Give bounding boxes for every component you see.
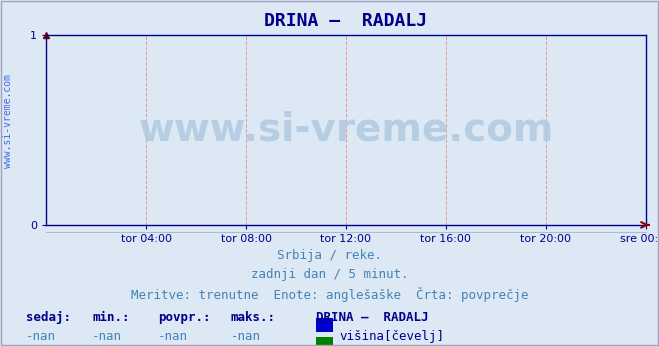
Text: maks.:: maks.: <box>231 311 275 325</box>
Text: zadnji dan / 5 minut.: zadnji dan / 5 minut. <box>251 268 408 281</box>
Text: -nan: -nan <box>158 330 188 344</box>
Title: DRINA –  RADALJ: DRINA – RADALJ <box>264 12 428 30</box>
Text: min.:: min.: <box>92 311 130 325</box>
Text: sedaj:: sedaj: <box>26 311 71 325</box>
Text: -nan: -nan <box>231 330 261 344</box>
Text: povpr.:: povpr.: <box>158 311 211 325</box>
Text: DRINA –  RADALJ: DRINA – RADALJ <box>316 311 429 325</box>
Text: www.si-vreme.com: www.si-vreme.com <box>3 74 13 168</box>
Text: višina[čevelj]: višina[čevelj] <box>339 330 444 344</box>
Text: -nan: -nan <box>26 330 57 344</box>
Text: Srbija / reke.: Srbija / reke. <box>277 249 382 262</box>
Text: Meritve: trenutne  Enote: anglešaške  Črta: povprečje: Meritve: trenutne Enote: anglešaške Črta… <box>130 287 529 302</box>
Text: -nan: -nan <box>92 330 123 344</box>
Text: www.si-vreme.com: www.si-vreme.com <box>138 111 554 149</box>
